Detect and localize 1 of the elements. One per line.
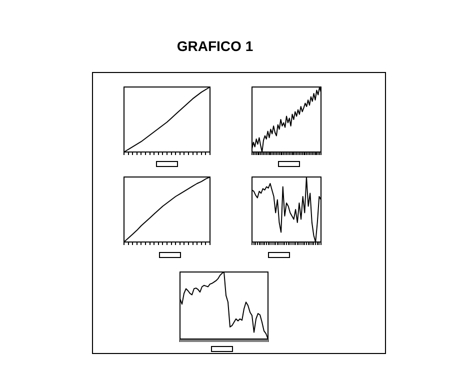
chart-title: GRAFICO 1 xyxy=(176,38,254,54)
